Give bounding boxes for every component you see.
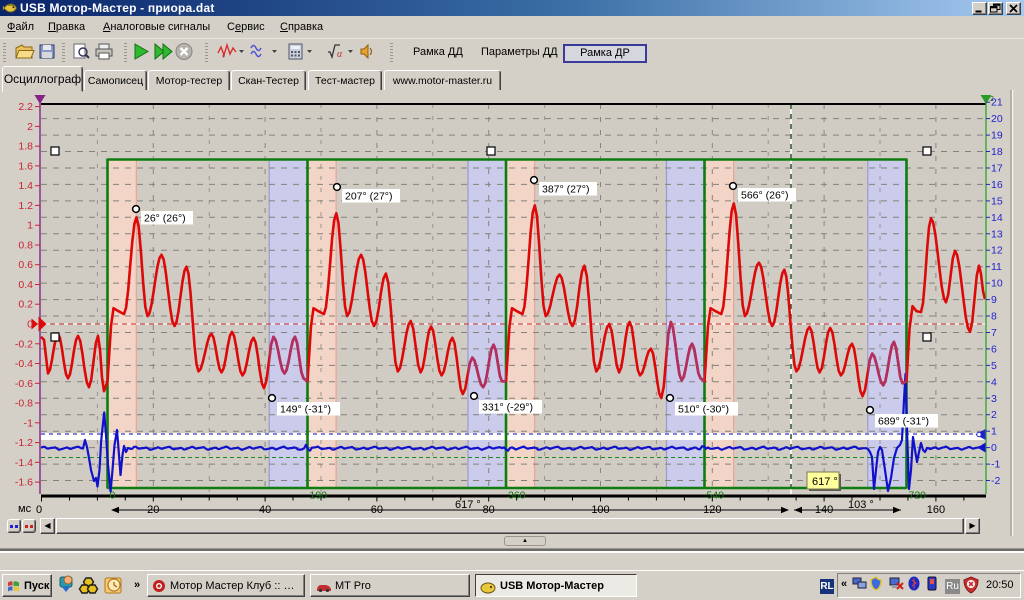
svg-text:26° (26°): 26° (26°) [144,213,186,225]
svg-text:2: 2 [991,409,997,421]
svg-text:-1.4: -1.4 [15,457,33,469]
svg-text:2: 2 [990,96,994,103]
svg-text:1: 1 [991,426,997,438]
svg-text:11: 11 [991,261,1002,273]
svg-text:689° (-31°): 689° (-31°) [878,416,929,428]
svg-text:1: 1 [27,220,33,232]
svg-text:0.2: 0.2 [18,299,33,311]
svg-text:0: 0 [991,442,997,454]
svg-text:-2: -2 [991,475,1000,487]
svg-text:-1.6: -1.6 [15,477,33,489]
svg-text:331° (-29°): 331° (-29°) [482,402,533,414]
svg-text:12: 12 [991,245,1003,257]
svg-text:0: 0 [27,319,33,331]
svg-text:540: 540 [707,490,725,502]
svg-text:160: 160 [927,504,945,516]
svg-text:0: 0 [110,490,116,502]
svg-text:5: 5 [991,360,997,372]
svg-text:0.8: 0.8 [18,240,33,252]
svg-text:103 °: 103 ° [848,499,874,511]
svg-text:2: 2 [27,121,33,133]
svg-text:360: 360 [508,490,526,502]
svg-text:0: 0 [36,504,42,516]
svg-text:9: 9 [991,294,997,306]
svg-text:1.2: 1.2 [18,200,33,212]
svg-text:-0.2: -0.2 [15,338,33,350]
svg-text:4: 4 [991,376,997,388]
svg-text:0.6: 0.6 [18,259,33,271]
svg-text:16: 16 [991,179,1003,191]
svg-text:-1: -1 [991,459,1000,471]
svg-text:15: 15 [991,195,1003,207]
svg-text:6: 6 [991,343,997,355]
svg-text:720: 720 [909,490,927,502]
svg-text:мс: мс [18,503,32,515]
svg-text:1.8: 1.8 [18,141,33,153]
svg-text:617 °: 617 ° [812,476,838,488]
svg-text:17: 17 [991,163,1003,175]
svg-text:0.4: 0.4 [18,279,33,291]
svg-text:566° (26°): 566° (26°) [741,190,789,202]
svg-text:387° (27°): 387° (27°) [542,184,590,196]
svg-text:-1: -1 [24,417,33,429]
svg-text:20: 20 [991,113,1003,125]
svg-text:18: 18 [991,146,1003,158]
svg-text:510° (-30°): 510° (-30°) [678,404,729,416]
svg-text:14: 14 [991,212,1003,224]
svg-text:3: 3 [991,393,997,405]
svg-text:-1.2: -1.2 [15,437,33,449]
svg-text:-0.4: -0.4 [15,358,33,370]
svg-text:149° (-31°): 149° (-31°) [280,404,331,416]
svg-text:207° (27°): 207° (27°) [345,191,393,203]
svg-text:8: 8 [991,311,997,323]
svg-text:-0.8: -0.8 [15,398,33,410]
svg-text:1.6: 1.6 [18,160,33,172]
svg-text:19: 19 [991,130,1003,142]
svg-text:1.4: 1.4 [18,180,33,192]
svg-text:10: 10 [991,278,1003,290]
svg-text:617 °: 617 ° [455,499,481,511]
svg-text:2.2: 2.2 [18,101,33,113]
svg-text:21: 21 [991,97,1003,109]
svg-text:α: α [337,49,343,60]
svg-text:-0.6: -0.6 [15,378,33,390]
svg-text:13: 13 [991,228,1003,240]
svg-text:190: 190 [310,490,328,502]
svg-text:7: 7 [991,327,997,339]
